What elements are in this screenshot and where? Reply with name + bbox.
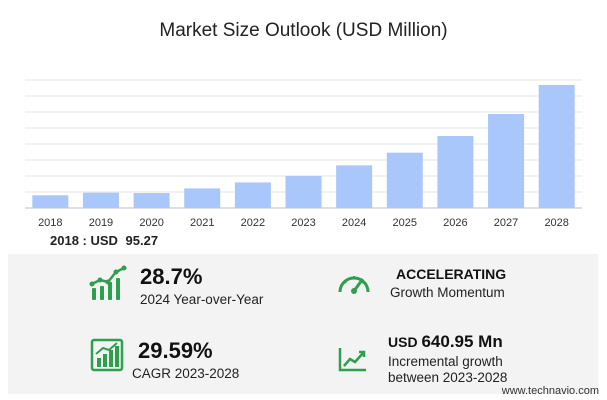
bar-2021[interactable]	[184, 188, 221, 208]
speedometer-icon	[336, 266, 372, 301]
incremental-label-2: between 2023-2028	[388, 370, 508, 385]
incremental-currency: USD	[388, 334, 418, 350]
x-tick-label: 2026	[443, 217, 467, 229]
source-footer: www.technavio.com	[501, 385, 599, 397]
bar-2024[interactable]	[336, 165, 373, 208]
selected-value: 95.27	[125, 233, 159, 248]
incremental-label-1: Incremental growth	[388, 354, 503, 369]
cagr-value: 29.59%	[138, 338, 213, 363]
chart-x-ticks: 2018 2019 2020 2021 2022 2023 2024 2025 2026 2027…	[38, 217, 569, 229]
selected-year-label: 2018 : USD	[50, 233, 118, 248]
trend-up-icon	[338, 346, 368, 377]
stats-panel: 28.7% 2024 Year-over-Year ACCELERATING G…	[8, 254, 598, 394]
stat-yoy: 28.7% 2024 Year-over-Year	[88, 262, 308, 312]
x-tick-label: 2027	[494, 217, 518, 229]
selected-value-label: 2018 : USD 95.27	[50, 233, 158, 248]
bar-2022[interactable]	[234, 182, 271, 208]
stat-incremental: USD 640.95 Mn Incremental growth between…	[338, 332, 578, 392]
bar-2026[interactable]	[437, 136, 474, 208]
bar-chart: 2018 2019 2020 2021 2022 2023 2024 2025 2026 2027…	[25, 79, 582, 229]
x-tick-label: 2023	[291, 217, 315, 229]
bar-2020[interactable]	[133, 193, 170, 208]
bar-2023[interactable]	[285, 175, 322, 208]
chart-bars	[32, 84, 575, 208]
x-tick-label: 2020	[139, 217, 163, 229]
cagr-label: CAGR 2023-2028	[132, 366, 240, 381]
x-tick-label: 2024	[342, 217, 366, 229]
x-tick-label: 2028	[544, 217, 568, 229]
x-tick-label: 2018	[38, 217, 62, 229]
incremental-amount: 640.95 Mn	[421, 332, 503, 351]
yoy-label: 2024 Year-over-Year	[140, 292, 264, 307]
momentum-value: ACCELERATING	[396, 266, 507, 282]
bar-2018[interactable]	[32, 195, 69, 208]
growth-line-icon	[88, 262, 130, 309]
yoy-value: 28.7%	[140, 264, 203, 289]
incremental-value: USD 640.95 Mn	[388, 332, 507, 352]
chart-title: Market Size Outlook (USD Million)	[159, 20, 448, 41]
momentum-label: Growth Momentum	[390, 285, 505, 300]
bar-chart-icon	[90, 338, 124, 377]
stat-momentum: ACCELERATING Growth Momentum	[336, 266, 566, 316]
bar-2028[interactable]	[538, 84, 575, 208]
bar-2019[interactable]	[82, 192, 119, 208]
bar-2025[interactable]	[386, 152, 423, 208]
x-tick-label: 2025	[393, 217, 417, 229]
x-tick-label: 2021	[190, 217, 214, 229]
x-tick-label: 2022	[241, 217, 265, 229]
x-tick-label: 2019	[89, 217, 113, 229]
bar-2027[interactable]	[488, 114, 525, 208]
stat-cagr: 29.59% CAGR 2023-2028	[90, 338, 310, 388]
